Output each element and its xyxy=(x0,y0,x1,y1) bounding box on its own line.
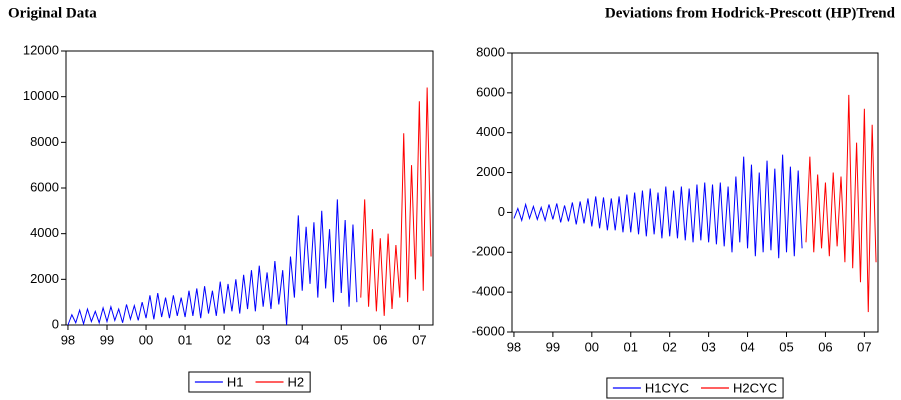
x-tick-label: 07 xyxy=(412,332,426,347)
data-line xyxy=(805,94,877,313)
x-tick-label: 07 xyxy=(857,339,871,354)
y-tick-label: 2000 xyxy=(30,271,59,286)
y-tick-label: 8000 xyxy=(30,134,59,149)
x-tick-label: 03 xyxy=(256,332,270,347)
x-tick-label: 99 xyxy=(546,339,560,354)
x-tick-label: 99 xyxy=(100,332,114,347)
x-tick-label: 02 xyxy=(217,332,231,347)
y-tick-label: 6000 xyxy=(476,84,505,99)
x-tick-label: 05 xyxy=(334,332,348,347)
x-tick-label: 00 xyxy=(585,339,599,354)
y-tick-label: 0 xyxy=(52,316,59,331)
plot-frame xyxy=(511,52,879,333)
x-tick-label: 06 xyxy=(818,339,832,354)
y-tick-label: 4000 xyxy=(30,225,59,240)
y-tick-label: 6000 xyxy=(30,179,59,194)
x-tick-label: 01 xyxy=(178,332,192,347)
y-tick-label: 12000 xyxy=(23,42,59,57)
x-tick-label: 98 xyxy=(507,339,521,354)
data-line xyxy=(360,87,432,316)
x-tick-label: 02 xyxy=(662,339,676,354)
x-tick-label: 00 xyxy=(139,332,153,347)
y-tick-label: 10000 xyxy=(23,88,59,103)
y-tick-label: -4000 xyxy=(472,284,505,299)
x-tick-label: 06 xyxy=(373,332,387,347)
y-tick-label: -6000 xyxy=(472,323,505,338)
x-tick-label: 01 xyxy=(624,339,638,354)
x-tick-label: 05 xyxy=(779,339,793,354)
legend-frame xyxy=(606,377,784,399)
data-line xyxy=(67,199,358,326)
legend-label: H2 xyxy=(288,374,305,389)
legend-frame xyxy=(188,371,311,393)
y-tick-label: 4000 xyxy=(476,124,505,139)
data-line xyxy=(513,154,803,259)
y-tick-label: 0 xyxy=(498,204,505,219)
legend-label: H1 xyxy=(227,374,244,389)
legend-label: H1CYC xyxy=(645,380,689,395)
legend: H1CYC H2CYC xyxy=(606,377,784,399)
y-tick-label: -2000 xyxy=(472,244,505,259)
x-tick-label: 03 xyxy=(701,339,715,354)
y-tick-label: 2000 xyxy=(476,164,505,179)
y-tick-label: 8000 xyxy=(476,44,505,59)
chart-title: Original Data xyxy=(8,5,97,21)
x-tick-label: 04 xyxy=(295,332,309,347)
legend-label: H2CYC xyxy=(733,380,777,395)
chart-title: Deviations from Hodrick-Prescott (HP)Tre… xyxy=(605,5,896,21)
legend: H1 H2 xyxy=(188,371,311,393)
x-tick-label: 04 xyxy=(740,339,754,354)
x-tick-label: 98 xyxy=(61,332,75,347)
